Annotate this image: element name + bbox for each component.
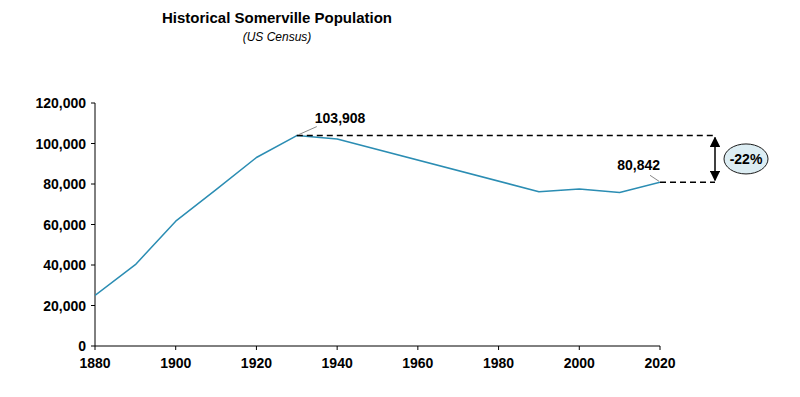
y-tick — [91, 143, 95, 144]
change-bubble — [724, 144, 768, 174]
y-tick — [91, 305, 95, 306]
y-tick-label: 40,000 — [43, 257, 86, 273]
y-tick-label: 20,000 — [43, 298, 86, 314]
x-tick-label: 1900 — [160, 355, 191, 371]
x-tick-label: 2000 — [564, 355, 595, 371]
x-tick — [417, 346, 418, 350]
x-tick-label: 2020 — [644, 355, 675, 371]
x-tick-label: 1880 — [79, 355, 110, 371]
leader-line — [650, 175, 659, 181]
y-tick-label: 100,000 — [35, 136, 86, 152]
dashed-reference — [660, 182, 715, 184]
x-tick-label: 1960 — [402, 355, 433, 371]
y-tick-label: 0 — [78, 338, 86, 354]
chart: Historical Somerville Population (US Cens… — [0, 0, 800, 397]
x-tick — [256, 346, 257, 350]
chart-root: Historical Somerville Population (US Cens… — [0, 0, 800, 397]
x-axis — [95, 346, 660, 347]
annotation: 80,842 — [617, 157, 660, 173]
y-tick-label: 60,000 — [43, 217, 86, 233]
x-tick — [337, 346, 338, 350]
x-tick — [498, 346, 499, 350]
y-tick — [91, 184, 95, 185]
leader-line — [299, 127, 317, 135]
change-arrow — [714, 138, 716, 181]
title: Historical Somerville Population — [162, 9, 392, 26]
y-tick-label: 120,000 — [35, 95, 86, 111]
annotation: 103,908 — [315, 110, 366, 126]
y-tick — [91, 265, 95, 266]
y-tick — [91, 346, 95, 347]
population-line — [95, 136, 660, 296]
plot-area — [95, 136, 660, 296]
change-label: -22% — [730, 151, 763, 167]
x-tick — [95, 346, 96, 350]
x-tick — [175, 346, 176, 350]
y-tick-label: 80,000 — [43, 176, 86, 192]
y-tick — [91, 103, 95, 104]
x-tick — [579, 346, 580, 350]
x-tick-label: 1920 — [241, 355, 272, 371]
x-tick-label: 1980 — [483, 355, 514, 371]
dashed-reference — [297, 135, 715, 137]
x-tick-label: 1940 — [322, 355, 353, 371]
y-tick — [91, 224, 95, 225]
subtitle: (US Census) — [243, 30, 312, 44]
x-tick — [660, 346, 661, 350]
